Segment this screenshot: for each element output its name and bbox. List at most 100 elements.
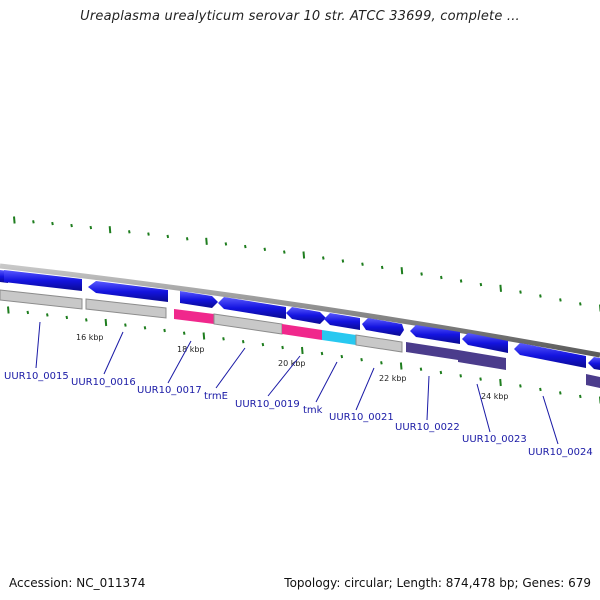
gene-arrow-tmk-fwd[interactable] xyxy=(324,313,360,330)
cds-bar-2[interactable] xyxy=(85,298,167,319)
outer-tick xyxy=(32,220,35,224)
outer-tick xyxy=(341,259,345,263)
outer-tick xyxy=(361,262,364,266)
outer-tick xyxy=(224,242,228,246)
gene-label-UUR10_0015[interactable]: UUR10_0015 xyxy=(4,371,69,382)
gene-arrow-UUR10_0021-fwd[interactable] xyxy=(362,318,404,336)
gene-label-trmE[interactable]: trmE xyxy=(204,391,228,402)
gene-label-tmk[interactable]: tmk xyxy=(303,405,323,416)
leader-UUR10_0017 xyxy=(167,340,192,384)
forward-strand-genes xyxy=(0,270,600,370)
cds-bar-magenta-1[interactable] xyxy=(174,309,214,324)
inner-tick xyxy=(439,370,443,375)
kbp-label-22: 22 kbp xyxy=(379,374,407,383)
outer-tick xyxy=(244,244,247,249)
outer-tick xyxy=(302,251,306,259)
cds-bar-purple-2[interactable] xyxy=(458,350,506,370)
outer-tick xyxy=(205,237,208,245)
inner-tick xyxy=(459,374,462,378)
outer-tick xyxy=(440,275,443,280)
outer-tick xyxy=(263,247,267,251)
gene-arrow-UUR10_0023-fwd[interactable] xyxy=(462,333,508,353)
leader-UUR10_0024 xyxy=(542,395,559,445)
outer-tick xyxy=(185,237,189,241)
cds-bar-4[interactable] xyxy=(355,334,403,353)
inner-tick xyxy=(539,387,542,392)
inner-tick xyxy=(104,318,108,327)
leader-UUR10_0016 xyxy=(103,331,124,375)
gene-label-UUR10_0017[interactable]: UUR10_0017 xyxy=(137,385,202,396)
outer-tick xyxy=(499,284,502,292)
gene-arrow-UUR10_0017-fwd[interactable] xyxy=(180,291,218,308)
leader-UUR10_0015 xyxy=(35,321,41,369)
inner-tick xyxy=(281,345,284,350)
outer-tick xyxy=(166,234,170,239)
leader-tmk xyxy=(315,361,338,403)
inner-tick xyxy=(124,323,127,327)
gene-label-UUR10_0023[interactable]: UUR10_0023 xyxy=(462,434,527,445)
inner-tick xyxy=(46,313,49,317)
gene-arrow-next-fwd[interactable] xyxy=(588,357,600,370)
inner-tick xyxy=(182,331,186,335)
outer-tick xyxy=(51,221,54,226)
gene-arrow-UUR10_0022-fwd[interactable] xyxy=(410,325,460,344)
cds-bar-3[interactable] xyxy=(213,313,283,335)
outer-tick xyxy=(420,272,423,276)
gene-label-UUR10_0019[interactable]: UUR10_0019 xyxy=(235,399,300,410)
outer-tick xyxy=(283,250,286,254)
leader-UUR10_0019 xyxy=(267,355,301,397)
outer-tick xyxy=(479,282,483,287)
gene-arrow-UUR10_0019-fwd[interactable] xyxy=(286,307,326,324)
outer-tick xyxy=(108,226,112,234)
outer-tick-ring xyxy=(13,216,600,312)
inner-tick xyxy=(340,354,344,359)
outer-tick xyxy=(322,256,325,260)
gene-arrow-UUR10_0016-fwd[interactable] xyxy=(4,270,82,291)
gene-arrow-UUR10_0024-fwd[interactable] xyxy=(514,343,586,368)
inner-tick-ring xyxy=(7,306,600,404)
inner-tick xyxy=(419,367,423,371)
cds-bar-cyan[interactable] xyxy=(322,330,356,345)
gene-label-UUR10_0021[interactable]: UUR10_0021 xyxy=(329,412,394,423)
inner-tick xyxy=(519,384,522,388)
outer-tick xyxy=(559,298,562,302)
kbp-labels: 16 kbp 18 kbp 20 kbp 22 kbp 24 kbp xyxy=(76,333,509,401)
gene-labels: UUR10_0015 UUR10_0016 UUR10_0017 trmE UU… xyxy=(4,371,593,458)
map-title: Ureaplasma urealyticum serovar 10 str. A… xyxy=(80,9,520,24)
leader-UUR10_0023 xyxy=(476,383,491,433)
inner-tick xyxy=(65,315,69,320)
inner-tick xyxy=(163,328,166,333)
topology-summary: Topology: circular; Length: 874,478 bp; … xyxy=(284,576,591,590)
inner-tick xyxy=(143,326,147,330)
inner-tick xyxy=(202,332,206,340)
genome-backbone xyxy=(0,263,600,358)
gene-arrow-trmE-fwd[interactable] xyxy=(218,297,286,319)
leader-lines xyxy=(35,321,559,445)
inner-tick xyxy=(26,310,30,315)
cds-bar-purple-1[interactable] xyxy=(406,342,458,360)
inner-tick xyxy=(320,351,324,356)
kbp-label-18: 18 kbp xyxy=(177,345,205,354)
inner-tick xyxy=(579,394,582,399)
gene-label-UUR10_0016[interactable]: UUR10_0016 xyxy=(71,377,136,388)
gene-label-UUR10_0022[interactable]: UUR10_0022 xyxy=(395,422,460,433)
leader-trmE xyxy=(215,347,246,389)
cds-bar-magenta-2[interactable] xyxy=(282,324,322,340)
cds-bar-purple-3[interactable] xyxy=(586,374,600,388)
accession-label: Accession: NC_011374 xyxy=(9,576,146,590)
outer-tick xyxy=(400,267,404,275)
inner-tick xyxy=(301,346,304,355)
cds-bar-1[interactable] xyxy=(0,289,83,310)
gene-label-UUR10_0024[interactable]: UUR10_0024 xyxy=(528,447,593,458)
inner-tick xyxy=(399,362,403,370)
outer-tick xyxy=(13,216,16,224)
outer-tick xyxy=(459,279,463,283)
outer-tick xyxy=(147,232,150,236)
inner-tick xyxy=(479,377,482,381)
kbp-label-16: 16 kbp xyxy=(76,333,104,342)
outer-tick xyxy=(519,290,522,294)
outer-tick xyxy=(539,294,542,298)
gene-arrow-reverse-1[interactable] xyxy=(88,281,168,302)
leader-UUR10_0021 xyxy=(355,367,375,411)
inner-tick xyxy=(241,340,245,344)
